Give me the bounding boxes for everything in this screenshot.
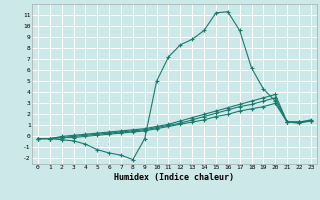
X-axis label: Humidex (Indice chaleur): Humidex (Indice chaleur) (115, 173, 234, 182)
